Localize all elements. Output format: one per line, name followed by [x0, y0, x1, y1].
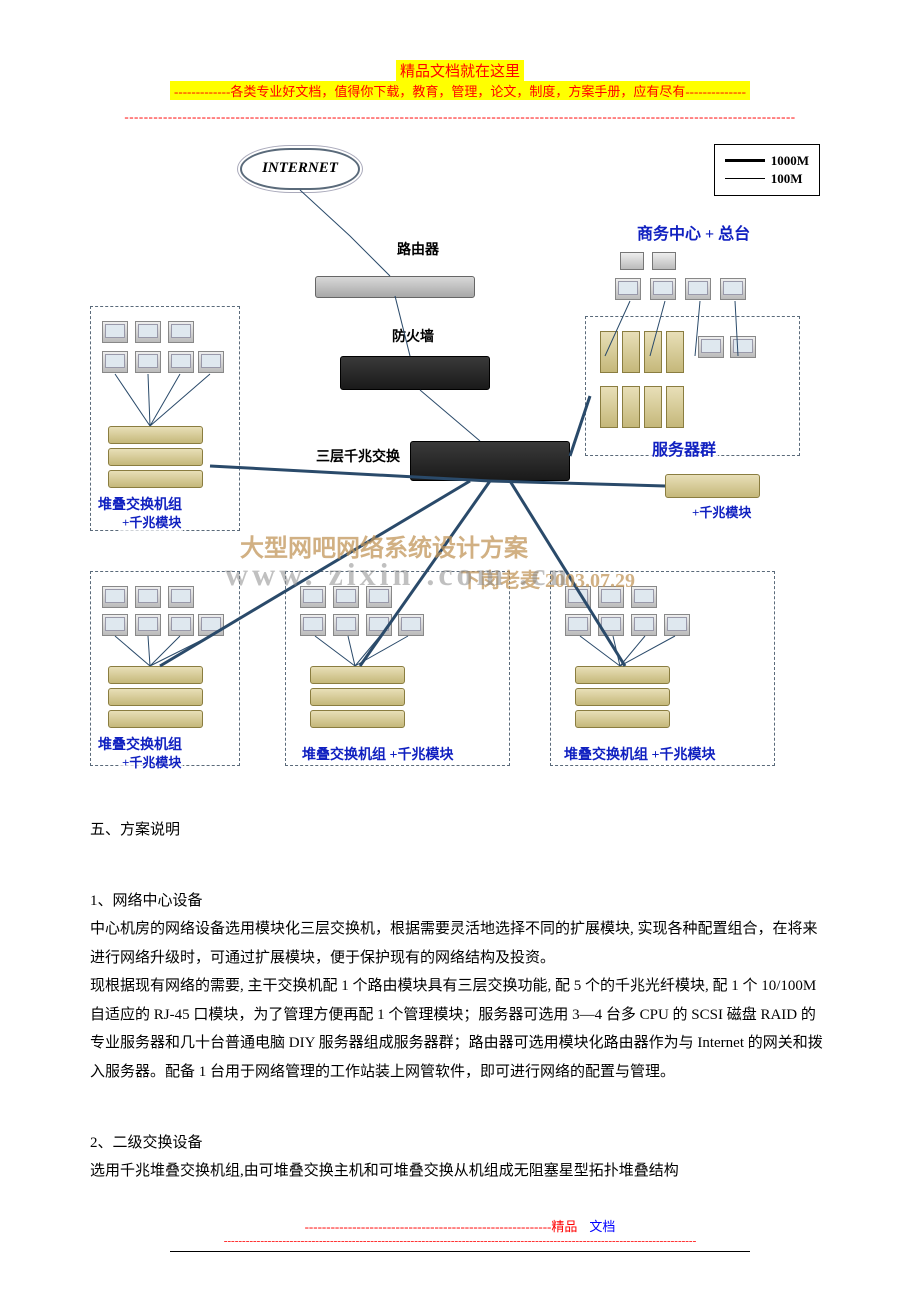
stack-switch-label-br: 堆叠交换机组 +千兆模块 [562, 744, 717, 764]
pc-icon [598, 614, 624, 636]
pc-icon [631, 614, 657, 636]
legend-label-100m: 100M [771, 171, 803, 187]
pc-icon [168, 614, 194, 636]
gig-module-label-tr: +千兆模块 [690, 502, 753, 521]
pc-icon [102, 614, 128, 636]
pc-icon [135, 321, 161, 343]
core-switch-device [410, 441, 570, 481]
para-1a: 中心机房的网络设备选用模块化三层交换机，根据需要灵活地选择不同的扩展模块, 实现… [90, 915, 830, 972]
firewall-label: 防火墙 [390, 326, 436, 346]
footer-wendang: 文档 [589, 1219, 615, 1234]
pc-icon [366, 586, 392, 608]
stack-switch-label-bc: 堆叠交换机组 +千兆模块 [300, 744, 455, 764]
stack-switch-box [310, 688, 405, 706]
stack-switch-box [108, 666, 203, 684]
pc-icon [730, 336, 756, 358]
para-2: 选用千兆堆叠交换机组,由可堆叠交换主机和可堆叠交换从机组成无阻塞星型拓扑堆叠结构 [90, 1157, 830, 1186]
pc-icon [664, 614, 690, 636]
router-device [315, 276, 475, 298]
server-icon [644, 386, 662, 428]
pc-icon [615, 278, 641, 300]
pc-icon [333, 614, 359, 636]
pc-icon [300, 586, 326, 608]
biz-center-label: 商务中心 + 总台 [635, 220, 752, 244]
stack-switch-box [108, 448, 203, 466]
server-icon [600, 386, 618, 428]
pc-icon [135, 586, 161, 608]
pc-icon [168, 586, 194, 608]
footer-dashes2: ----------------------------------------… [90, 1235, 830, 1247]
stack-switch-label-bl: 堆叠交换机组 [96, 734, 184, 754]
pc-icon [685, 278, 711, 300]
legend: 1000M 100M [714, 144, 820, 196]
footer-dashes: ----------------------------------------… [305, 1219, 552, 1234]
header-sub: -------------各类专业好文档，值得你下载，教育，管理，论文，制度，方… [170, 81, 750, 100]
para-1b: 现根据现有网络的需要, 主干交换机配 1 个路由模块具有三层交换功能, 配 5 … [90, 972, 830, 1086]
heading-2: 2、二级交换设备 [90, 1129, 830, 1158]
heading-1: 1、网络中心设备 [90, 887, 830, 916]
document-body: 五、方案说明 1、网络中心设备 中心机房的网络设备选用模块化三层交换机，根据需要… [90, 816, 830, 1186]
stack-switch-box [310, 666, 405, 684]
server-icon [644, 331, 662, 373]
server-icon [600, 331, 618, 373]
stack-switch-label-lt: 堆叠交换机组 [96, 494, 184, 514]
pc-icon [598, 586, 624, 608]
pc-icon [398, 614, 424, 636]
internet-label: INTERNET [262, 160, 338, 177]
gig-module-label-bl: +千兆模块 [120, 752, 183, 771]
pc-icon [631, 586, 657, 608]
stack-switch-box [665, 474, 760, 498]
pc-icon [565, 614, 591, 636]
gig-module-label-lt: +千兆模块 [120, 512, 183, 531]
stack-switch-box [108, 710, 203, 728]
doc-header: 精品文档就在这里 -------------各类专业好文档，值得你下载，教育，管… [90, 60, 830, 101]
legend-swatch-1000m [725, 159, 765, 162]
pc-icon [102, 321, 128, 343]
doc-footer: ----------------------------------------… [90, 1216, 830, 1252]
pc-icon [198, 351, 224, 373]
server-group-label: 服务器群 [650, 436, 718, 460]
pc-icon [650, 278, 676, 300]
stack-switch-box [310, 710, 405, 728]
pc-icon [333, 586, 359, 608]
pc-icon [135, 351, 161, 373]
pc-icon [135, 614, 161, 636]
pc-icon [198, 614, 224, 636]
core-switch-label: 三层千兆交换 [314, 446, 402, 466]
router-label: 路由器 [395, 239, 441, 259]
firewall-device [340, 356, 490, 390]
stack-switch-box [575, 710, 670, 728]
pc-icon [720, 278, 746, 300]
header-dash-line: ----------------------------------------… [90, 109, 830, 126]
stack-switch-box [575, 666, 670, 684]
legend-swatch-100m [725, 178, 765, 179]
server-icon [622, 331, 640, 373]
pc-icon [168, 321, 194, 343]
network-diagram: 1000M 100M INTERNET 路由器 防火墙 三层千兆交换 商务中心 … [90, 136, 830, 786]
pc-icon [366, 614, 392, 636]
stack-switch-box [108, 470, 203, 488]
server-icon [622, 386, 640, 428]
pc-icon [102, 351, 128, 373]
pc-icon [565, 586, 591, 608]
stack-switch-box [108, 426, 203, 444]
internet-cloud: INTERNET [240, 148, 360, 190]
watermark-title: 大型网吧网络系统设计方案 [240, 528, 528, 563]
stack-switch-box [575, 688, 670, 706]
header-title: 精品文档就在这里 [396, 60, 524, 81]
heading-section5: 五、方案说明 [90, 816, 830, 845]
server-icon [666, 331, 684, 373]
legend-label-1000m: 1000M [771, 153, 809, 169]
stack-switch-box [108, 688, 203, 706]
footer-line: ----------------------------------------… [90, 1216, 830, 1235]
pc-icon [168, 351, 194, 373]
footer-rule [170, 1251, 750, 1252]
printer-icon [620, 252, 644, 270]
footer-jingpin: 精品 [551, 1219, 577, 1234]
pc-icon [300, 614, 326, 636]
printer-icon [652, 252, 676, 270]
server-icon [666, 386, 684, 428]
pc-icon [102, 586, 128, 608]
pc-icon [698, 336, 724, 358]
